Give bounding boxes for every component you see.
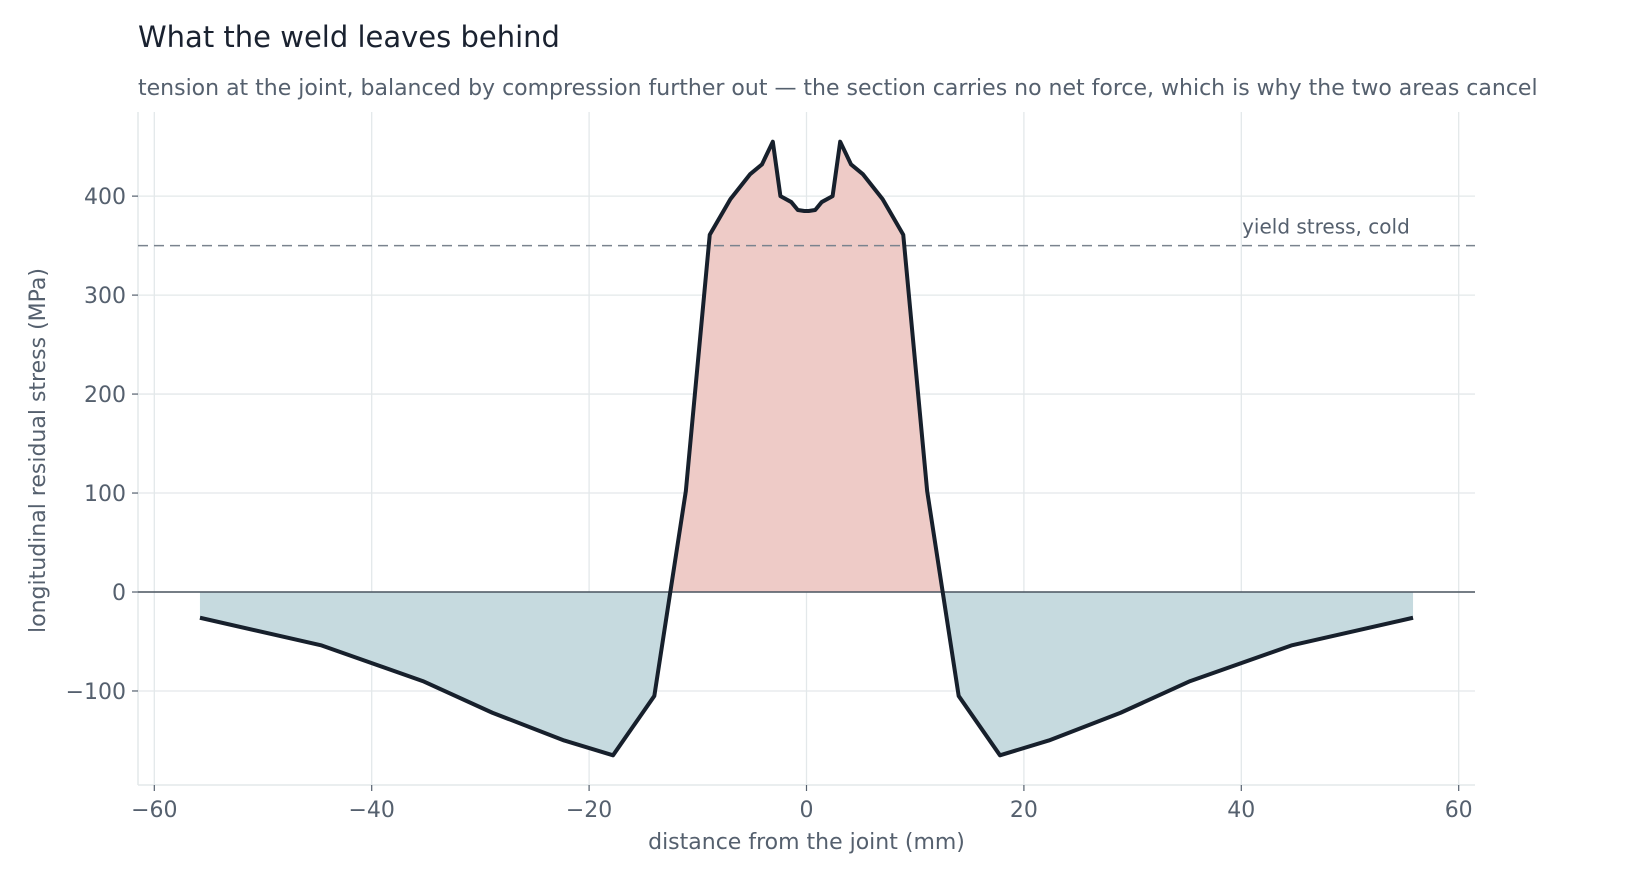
y-tick-label: 400 — [84, 185, 126, 210]
x-tick-label: −40 — [348, 798, 394, 823]
chart-title: What the weld leaves behind — [138, 20, 560, 54]
y-tick-label: 200 — [84, 383, 126, 408]
x-tick-label: −60 — [131, 798, 177, 823]
x-tick-label: 40 — [1227, 798, 1255, 823]
compression-area — [942, 592, 1414, 756]
y-tick-label: 0 — [112, 581, 126, 606]
y-tick-label: −100 — [66, 680, 126, 705]
stress-line — [199, 139, 1414, 758]
compression-area — [199, 592, 671, 756]
y-tick-label: 300 — [84, 284, 126, 309]
yield-reference-label: yield stress, cold — [1242, 215, 1410, 239]
x-axis-label: distance from the joint (mm) — [648, 830, 965, 855]
x-tick-label: −20 — [566, 798, 612, 823]
x-tick-label: 0 — [800, 798, 814, 823]
y-axis-label: longitudinal residual stress (MPa) — [26, 268, 51, 633]
chart-subtitle: tension at the joint, balanced by compre… — [138, 76, 1538, 101]
y-tick-label: 100 — [84, 482, 126, 507]
tension-area — [670, 141, 943, 593]
x-tick-label: 60 — [1445, 798, 1473, 823]
x-tick-label: 20 — [1010, 798, 1038, 823]
